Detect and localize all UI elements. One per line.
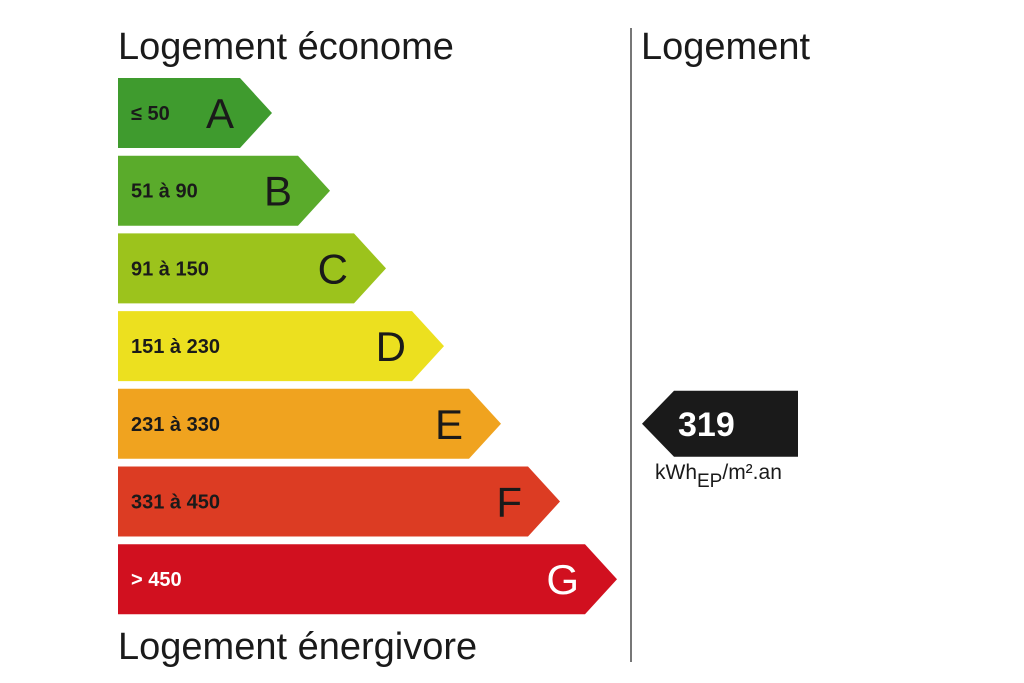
bar-b-range: 51 à 90 [131, 181, 198, 203]
value-indicator-arrow [642, 390, 798, 457]
bar-d-range: 151 à 230 [131, 336, 220, 358]
bar-b: 51 à 90 B [118, 155, 330, 226]
label-logement: Logement [641, 26, 811, 68]
bar-a-letter: A [206, 90, 234, 137]
bar-a: ≤ 50 A [118, 78, 272, 148]
bar-d-letter: D [376, 323, 406, 370]
label-energivore: Logement énergivore [118, 626, 478, 668]
bar-e: 231 à 330 E [118, 388, 501, 459]
label-econome: Logement économe [118, 26, 454, 68]
unit-subscript: EP [697, 471, 723, 492]
bar-f-range: 331 à 450 [131, 492, 220, 514]
bar-g-shape [118, 544, 617, 615]
unit-label: kWhEP/m².an [655, 461, 782, 493]
bar-b-shape [118, 155, 330, 226]
unit-main: kWh [655, 461, 697, 484]
bar-b-letter: B [264, 168, 292, 215]
bar-f: 331 à 450 F [118, 466, 560, 537]
bar-c-letter: C [318, 245, 348, 292]
bar-d-shape [118, 311, 444, 382]
bar-e-letter: E [435, 401, 463, 448]
bar-f-shape [118, 466, 560, 537]
bar-c: 91 à 150 C [118, 233, 386, 304]
column-divider [630, 28, 632, 662]
bar-g-letter: G [546, 556, 579, 603]
bar-c-shape [118, 233, 386, 304]
bar-e-range: 231 à 330 [131, 414, 220, 436]
unit-rest: /m².an [722, 461, 782, 484]
bar-f-letter: F [496, 479, 522, 526]
bar-c-range: 91 à 150 [131, 258, 209, 280]
value-indicator-text: 319 [678, 406, 735, 444]
bar-g: > 450 G [118, 544, 617, 615]
bar-e-shape [118, 388, 501, 459]
bar-a-shape [118, 78, 272, 148]
bar-d: 151 à 230 D [118, 311, 444, 382]
bar-g-range: > 450 [131, 569, 182, 591]
bar-a-range: ≤ 50 [131, 103, 170, 125]
